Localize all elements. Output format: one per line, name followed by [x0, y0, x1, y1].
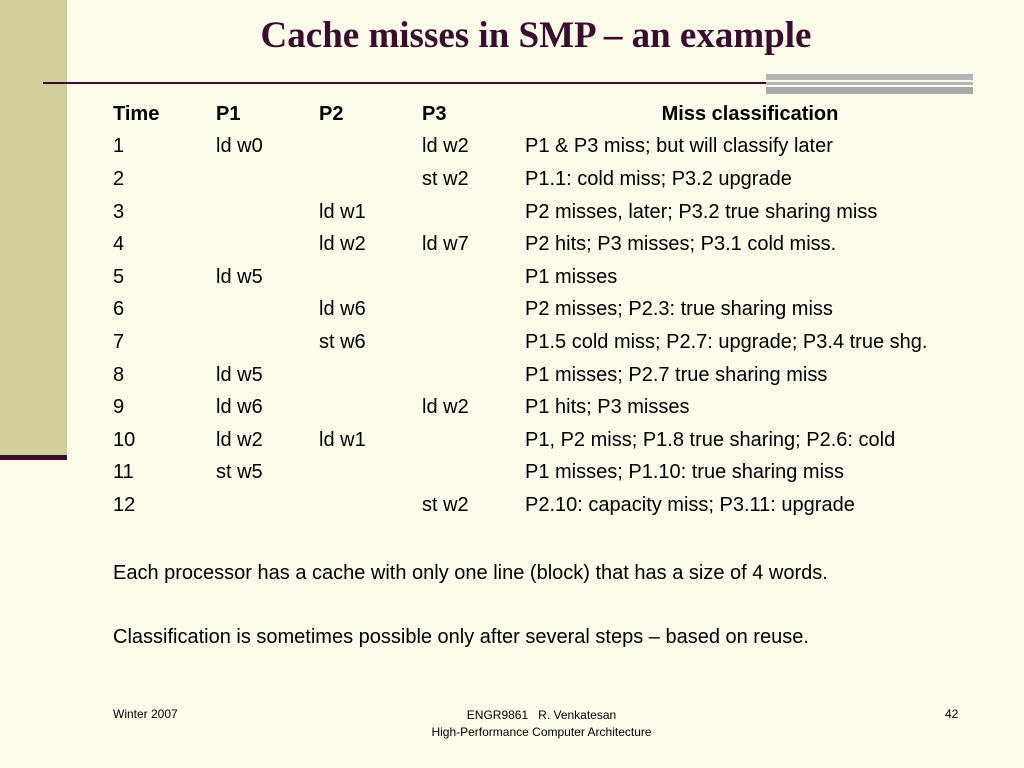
header-p1: P1 [216, 102, 241, 125]
cell-time: 9 [113, 396, 125, 419]
cell-p1: ld w5 [216, 265, 263, 288]
table-header-row: Time P1 P2 P3 Miss classification [105, 98, 975, 131]
cell-p2: ld w1 [319, 200, 366, 223]
cell-p2: ld w6 [319, 298, 366, 321]
header-miss-classification: Miss classification [661, 102, 839, 125]
table-row: 9 ld w6 ld w2 P1 hits; P3 misses [105, 391, 975, 424]
cell-time: 6 [113, 298, 125, 321]
cell-miss-classification: P1 & P3 miss; but will classify later [525, 135, 833, 158]
cell-time: 8 [113, 363, 125, 386]
cell-p3 [414, 261, 517, 294]
cell-p1: st w5 [216, 461, 263, 484]
cell-p1: ld w2 [216, 428, 263, 451]
table-body: 1 ld w0 ld w2 P1 & P3 miss; but will classi… [105, 131, 975, 522]
footer-date: Winter 2007 [113, 707, 178, 721]
cell-miss-classification: P2.10: capacity miss; P3.11: upgrade [525, 493, 855, 516]
table-row: 1 ld w0 ld w2 P1 & P3 miss; but will classi… [105, 131, 975, 164]
miss-table: Time P1 P2 P3 Miss classification 1 ld w0… [105, 98, 975, 522]
footer-course: ENGR9861 R. Venkatesan High-Performance … [0, 707, 1024, 741]
cell-p1 [208, 196, 311, 229]
page-number: 42 [945, 707, 959, 721]
header-p3: P3 [422, 102, 447, 125]
cell-p1: ld w5 [216, 363, 263, 386]
table-row: 3 ld w1 P2 misses, later; P3.2 true sharin… [105, 196, 975, 229]
table-row: 11 st w5 P1 misses; P1.10: true sharing mi… [105, 457, 975, 490]
note-cache-size: Each processor has a cache with only one… [113, 562, 828, 584]
sidebar-decoration [0, 0, 67, 455]
cell-p1 [208, 163, 311, 196]
cell-time: 7 [113, 330, 125, 353]
note-classification: Classification is sometimes possible onl… [113, 626, 809, 648]
cell-p3: ld w7 [422, 233, 469, 256]
cell-miss-classification: P2 misses; P2.3: true sharing miss [525, 298, 833, 321]
cell-p1: ld w0 [216, 135, 263, 158]
cell-miss-classification: P2 misses, later; P3.2 true sharing miss [525, 200, 878, 223]
cell-p1 [208, 228, 311, 261]
table-row: 12 st w2 P2.10: capacity miss; P3.11: upgr… [105, 489, 975, 522]
table-row: 5 ld w5 P1 misses [105, 261, 975, 294]
cell-time: 5 [113, 265, 125, 288]
cell-p3: ld w2 [422, 135, 469, 158]
cell-p1: ld w6 [216, 396, 263, 419]
table-row: 7 st w6 P1.5 cold miss; P2.7: upgrade; P3.… [105, 326, 975, 359]
sidebar-bar [0, 455, 67, 460]
cell-time: 11 [113, 461, 134, 484]
cell-p2 [311, 489, 414, 522]
cell-p1 [208, 489, 311, 522]
slide-title: Cache misses in SMP – an example [260, 15, 812, 56]
table-row: 4 ld w2 ld w7 P2 hits; P3 misses; P3.1 cold… [105, 228, 975, 261]
cell-p3 [414, 359, 517, 392]
cell-time: 2 [113, 167, 125, 190]
cell-miss-classification: P1 hits; P3 misses [525, 396, 690, 419]
title-accent [766, 74, 973, 94]
cell-p3 [414, 196, 517, 229]
title-rule [43, 82, 973, 84]
cell-p3: st w2 [422, 493, 469, 516]
cell-time: 3 [113, 200, 125, 223]
footer-course-line2: High-Performance Computer Architecture [431, 725, 652, 739]
cell-miss-classification: P2 hits; P3 misses; P3.1 cold miss. [525, 233, 837, 256]
header-time: Time [113, 102, 160, 125]
cell-p3: st w2 [422, 167, 469, 190]
cell-miss-classification: P1, P2 miss; P1.8 true sharing; P2.6: co… [525, 428, 896, 451]
cell-p2 [311, 391, 414, 424]
table-row: 2 st w2 P1.1: cold miss; P3.2 upgrade [105, 163, 975, 196]
table-row: 8 ld w5 P1 misses; P2.7 true sharing miss [105, 359, 975, 392]
header-p2: P2 [319, 102, 344, 125]
cell-miss-classification: P1.1: cold miss; P3.2 upgrade [525, 167, 792, 190]
cell-p3 [414, 457, 517, 490]
cell-p2: ld w2 [319, 233, 366, 256]
cell-miss-classification: P1.5 cold miss; P2.7: upgrade; P3.4 true… [525, 330, 928, 353]
cell-time: 12 [113, 493, 136, 516]
cell-miss-classification: P1 misses; P1.10: true sharing miss [525, 461, 845, 484]
cell-p3 [414, 326, 517, 359]
cell-miss-classification: P1 misses; P2.7 true sharing miss [525, 363, 828, 386]
cell-p2 [311, 261, 414, 294]
cell-p2: st w6 [319, 330, 366, 353]
cell-time: 1 [113, 135, 125, 158]
table-row: 10 ld w2 ld w1 P1, P2 miss; P1.8 true shari… [105, 424, 975, 457]
cell-p3: ld w2 [422, 396, 469, 419]
cell-p3 [414, 424, 517, 457]
cell-p3 [414, 294, 517, 327]
cell-p2: ld w1 [319, 428, 366, 451]
cell-p2 [311, 163, 414, 196]
cell-miss-classification: P1 misses [525, 265, 618, 288]
cell-time: 10 [113, 428, 136, 451]
cell-p2 [311, 359, 414, 392]
cell-time: 4 [113, 233, 125, 256]
cell-p2 [311, 131, 414, 164]
footer-course-line1: ENGR9861 R. Venkatesan [466, 708, 617, 722]
cell-p2 [311, 457, 414, 490]
cell-p1 [208, 326, 311, 359]
table-row: 6 ld w6 P2 misses; P2.3: true sharing miss [105, 294, 975, 327]
cell-p1 [208, 294, 311, 327]
